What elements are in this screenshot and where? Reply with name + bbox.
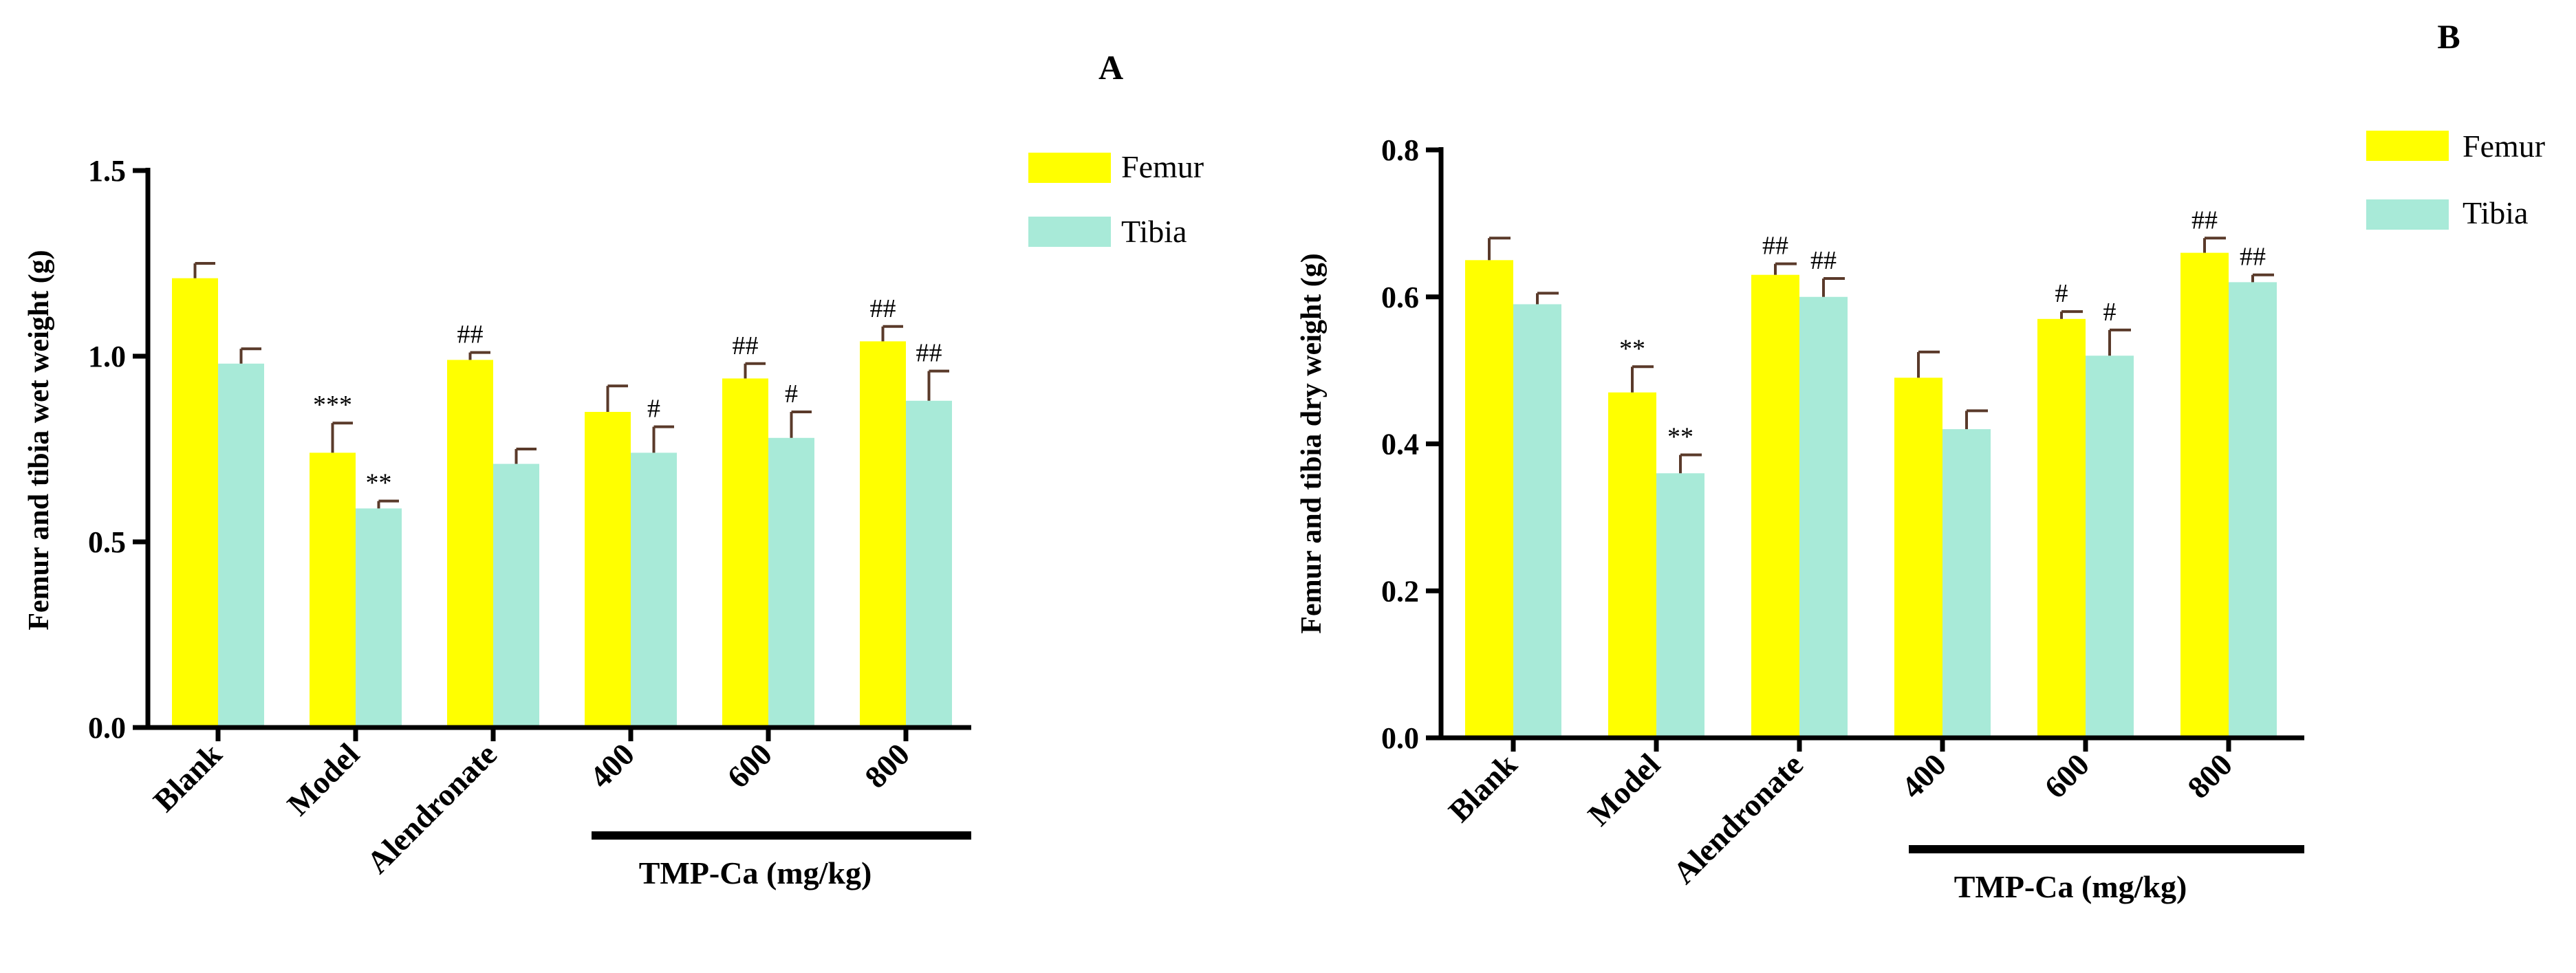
panel-a-legend-femur-label: Femur [1121,149,1204,184]
panel-a-bar-femur-1 [310,452,356,728]
panel-b-x-tick-label: 800 [2180,747,2239,805]
panel-b-bar-tibia-4 [2086,356,2134,738]
panel-b-significance-femur-5: ## [2191,206,2218,234]
panel-a-bar-femur-2 [447,360,493,728]
panel-b-y-tick-label: 0.2 [1381,574,1419,608]
panel-a-significance-femur-2: ## [457,320,484,349]
panel-b-bar-tibia-0 [1513,304,1561,738]
panel-a-bar-femur-0 [172,278,218,728]
panel-b-bar-tibia-2 [1799,296,1848,738]
panel-b-significance-femur-4: # [2055,279,2068,308]
panel-a-significance-tibia-1: ** [366,469,392,498]
panel-a-x-tick-label: 800 [858,736,916,795]
panel-a-significance-femur-5: ## [870,294,896,323]
panel-b-y-tick-label: 0.6 [1381,281,1419,314]
panel-a-y-tick-label: 1.0 [88,340,126,373]
panel-b-legend-tibia-label: Tibia [2463,195,2528,230]
panel-a-bar-femur-4 [722,378,768,728]
panel-b-y-tick-label: 0.8 [1381,133,1419,167]
panel-a-significance-tibia-3: # [647,395,660,424]
panel-b-significance-tibia-1: ** [1667,423,1693,452]
panel-a-legend: Femur Tibia [1028,149,1204,249]
panel-b-chart: B Femur and tibia dry weight (g) **#####… [1296,17,2545,904]
panel-b-x-tick-label: 600 [2037,747,2096,805]
panel-b-legend-femur-swatch [2366,131,2449,161]
panel-b-bar-tibia-1 [1656,473,1704,738]
panel-b-x-tick-label: 400 [1894,747,1953,805]
panel-a-chart: A Femur and tibia wet weight (g) ***## ##… [23,48,1204,890]
panel-a-bar-tibia-3 [631,452,677,728]
panel-a-significance-femur-4: ## [733,331,759,360]
panel-a-bar-tibia-0 [218,363,264,728]
panel-b-significance-femur-2: ## [1762,232,1788,261]
panel-b-significance-tibia-5: ## [2240,243,2266,272]
panel-a-label: A [1098,48,1123,87]
panel-b-label: B [2437,17,2460,56]
panel-b-group-label: TMP-Ca (mg/kg) [1954,869,2187,904]
panel-b-x-tick-label: Model [1581,747,1667,833]
panel-a-significance-tibia-4: # [785,380,798,408]
panel-a-bar-tibia-2 [493,463,539,728]
panel-a-x-tick-label: 400 [583,736,641,795]
panel-a-y-tick-label: 0.5 [88,525,126,559]
panel-b-significance-femur-1: ** [1619,334,1645,363]
panel-a-legend-femur-swatch [1028,153,1111,183]
panel-b-y-axis-label: Femur and tibia dry weight (g) [1296,253,1328,633]
panel-b-significance-tibia-2: ## [1810,246,1837,275]
panel-a-y-tick-label: 1.5 [88,154,126,188]
panel-a-bar-tibia-5 [906,400,952,728]
panel-b-bar-femur-5 [2180,252,2229,738]
panel-b-bar-femur-2 [1751,274,1799,738]
panel-b-y-tick-label: 0.0 [1381,721,1419,755]
panel-a-group-label: TMP-Ca (mg/kg) [639,855,872,890]
panel-b-legend-tibia-swatch [2366,199,2449,230]
panel-a-x-tick-label: Model [280,736,366,822]
panel-b-bar-femur-0 [1465,260,1513,738]
panel-b-legend: Femur Tibia [2366,129,2545,230]
panel-b-y-tick-label: 0.4 [1381,428,1419,461]
panel-a-bar-tibia-1 [356,508,402,728]
panel-a-y-tick-label: 0.0 [88,711,126,745]
panel-a-bar-femur-3 [585,412,631,728]
panel-b-bar-femur-1 [1608,392,1656,738]
panel-a-significance-tibia-5: ## [916,339,942,368]
panel-a-significance-femur-1: *** [313,391,352,419]
panel-b-x-tick-label: Blank [1442,747,1524,829]
panel-a-legend-tibia-label: Tibia [1121,214,1187,249]
panel-a-bar-tibia-4 [768,437,814,728]
panel-a-x-tick-label: Blank [147,736,229,819]
panel-a-bar-femur-5 [860,341,906,728]
panel-b-bar-tibia-5 [2229,282,2277,738]
panel-b-significance-tibia-4: # [2103,298,2117,327]
panel-a-x-tick-label: 600 [720,736,779,795]
panel-a-y-axis-label: Femur and tibia wet weight (g) [23,250,55,630]
panel-a-legend-tibia-swatch [1028,217,1111,247]
panel-b-legend-femur-label: Femur [2463,129,2545,164]
panel-b-bar-tibia-3 [1942,429,1991,738]
panel-a-x-tick-label: Alendronate [360,736,504,880]
panel-b-bar-femur-3 [1894,378,1942,738]
panel-b-x-tick-label: Alendronate [1666,747,1810,890]
panel-b-bar-femur-4 [2037,318,2086,738]
